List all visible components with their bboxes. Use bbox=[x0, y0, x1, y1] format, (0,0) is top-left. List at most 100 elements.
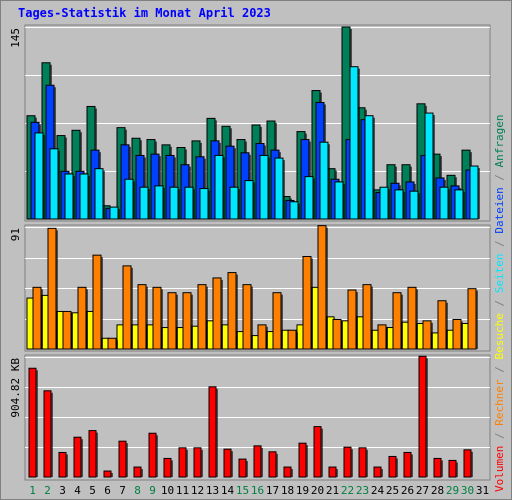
bar-rechner-day-2 bbox=[47, 227, 57, 350]
bar-volumen-day-22 bbox=[343, 446, 352, 478]
x-tick-label: 15 bbox=[236, 484, 249, 497]
bar-seiten-day-21 bbox=[334, 181, 344, 220]
bar-volumen-day-1 bbox=[28, 367, 37, 478]
bar-rechner-day-9 bbox=[152, 286, 162, 350]
bar-volumen-day-28 bbox=[433, 457, 442, 478]
legend-item: Rechner bbox=[493, 379, 506, 426]
bar-rechner-day-8 bbox=[137, 284, 147, 350]
bar-volumen-day-3 bbox=[58, 451, 67, 478]
bar-seiten-day-27 bbox=[424, 112, 434, 220]
bar-volumen-day-25 bbox=[388, 455, 397, 478]
bar-seiten-day-26 bbox=[409, 190, 419, 220]
x-tick-label: 13 bbox=[206, 484, 219, 497]
legend-item: Seiten bbox=[493, 254, 506, 294]
x-tick-label: 31 bbox=[476, 484, 489, 497]
bar-rechner-day-23 bbox=[362, 284, 372, 350]
x-tick-label: 12 bbox=[191, 484, 204, 497]
bar-volumen-day-7 bbox=[118, 440, 127, 478]
bar-volumen-day-8 bbox=[133, 466, 142, 478]
bar-volumen-day-2 bbox=[43, 390, 52, 478]
x-tick-label: 8 bbox=[134, 484, 141, 497]
bar-volumen-day-21 bbox=[328, 466, 337, 478]
legend-item: Dateien bbox=[493, 187, 506, 233]
x-tick-label: 22 bbox=[341, 484, 354, 497]
x-tick-label: 5 bbox=[89, 484, 96, 497]
bar-rechner-day-17 bbox=[272, 292, 282, 350]
side-legend: Volumen / Rechner / Besuche / Seiten / D… bbox=[493, 114, 506, 492]
x-tick-label: 4 bbox=[74, 484, 81, 497]
x-tick-label: 25 bbox=[386, 484, 399, 497]
bar-seiten-day-7 bbox=[124, 178, 134, 220]
bar-rechner-day-3 bbox=[62, 310, 72, 350]
bar-volumen-day-14 bbox=[223, 448, 232, 478]
bar-seiten-day-3 bbox=[64, 173, 74, 220]
bar-seiten-day-25 bbox=[394, 189, 404, 220]
legend-item: Anfragen bbox=[493, 114, 506, 167]
bar-seiten-day-11 bbox=[184, 186, 194, 220]
x-tick-label: 21 bbox=[326, 484, 339, 497]
bar-seiten-day-23 bbox=[364, 115, 374, 220]
bar-seiten-day-10 bbox=[169, 186, 179, 220]
x-tick-label: 1 bbox=[29, 484, 36, 497]
bar-volumen-day-29 bbox=[448, 459, 457, 478]
bar-volumen-day-18 bbox=[283, 466, 292, 478]
bar-rechner-day-26 bbox=[407, 286, 417, 350]
x-tick-label: 16 bbox=[251, 484, 264, 497]
y-max-label: 91 bbox=[9, 228, 22, 241]
bar-seiten-day-16 bbox=[259, 154, 269, 220]
bar-rechner-day-18 bbox=[287, 329, 297, 350]
bar-seiten-day-2 bbox=[49, 148, 59, 220]
bar-volumen-day-6 bbox=[103, 470, 112, 478]
bar-rechner-day-4 bbox=[77, 286, 87, 350]
bar-rechner-day-5 bbox=[92, 254, 102, 350]
x-tick-label: 14 bbox=[221, 484, 235, 497]
bar-seiten-day-1 bbox=[34, 132, 44, 220]
panel-top: 145 bbox=[9, 24, 491, 222]
x-tick-label: 3 bbox=[59, 484, 66, 497]
legend-item: / bbox=[493, 293, 506, 313]
x-tick-label: 30 bbox=[461, 484, 474, 497]
x-tick-label: 2 bbox=[44, 484, 51, 497]
bar-volumen-day-16 bbox=[253, 445, 262, 478]
x-tick-label: 28 bbox=[431, 484, 444, 497]
bar-rechner-day-10 bbox=[167, 292, 177, 350]
bar-rechner-day-30 bbox=[467, 288, 477, 350]
x-tick-label: 10 bbox=[161, 484, 174, 497]
x-tick-label: 20 bbox=[311, 484, 324, 497]
bar-rechner-day-1 bbox=[32, 286, 42, 350]
bar-volumen-day-15 bbox=[238, 458, 247, 478]
legend-item: Volumen bbox=[493, 446, 506, 492]
chart-panels: 145 91 904.82 KB bbox=[9, 24, 491, 481]
series-rechner bbox=[32, 225, 478, 350]
bar-rechner-day-19 bbox=[302, 255, 312, 350]
series-volumen bbox=[28, 355, 473, 478]
x-tick-label: 23 bbox=[356, 484, 369, 497]
series-seiten bbox=[34, 66, 480, 220]
bar-seiten-day-17 bbox=[274, 157, 284, 220]
x-axis-labels: 1 2 3 4 5 6 7 8 9 10 11 12 13 14 15 16 17 18 19 20 21 22 23 24 2… bbox=[29, 484, 489, 497]
bar-rechner-day-20 bbox=[317, 225, 327, 350]
x-tick-label: 18 bbox=[281, 484, 294, 497]
bar-volumen-day-20 bbox=[313, 426, 322, 478]
bar-seiten-day-18 bbox=[289, 201, 299, 220]
x-tick-label: 6 bbox=[104, 484, 111, 497]
legend-item: / bbox=[493, 234, 506, 254]
bar-volumen-day-19 bbox=[298, 442, 307, 478]
x-tick-label: 19 bbox=[296, 484, 309, 497]
x-tick-label: 26 bbox=[401, 484, 414, 497]
bar-volumen-day-12 bbox=[193, 447, 202, 478]
bar-rechner-day-15 bbox=[242, 284, 252, 350]
bar-volumen-day-26 bbox=[403, 451, 412, 478]
x-tick-label: 7 bbox=[119, 484, 126, 497]
bar-volumen-day-5 bbox=[88, 430, 97, 478]
bar-rechner-day-28 bbox=[437, 300, 447, 350]
bar-seiten-day-19 bbox=[304, 176, 314, 220]
bar-seiten-day-15 bbox=[244, 180, 254, 220]
bar-seiten-day-8 bbox=[139, 186, 149, 220]
bar-volumen-day-11 bbox=[178, 447, 187, 478]
bar-seiten-day-13 bbox=[214, 154, 224, 220]
bar-rechner-day-22 bbox=[347, 289, 357, 350]
legend-item: Besuche bbox=[493, 313, 506, 359]
panel-bottom: 904.82 KB bbox=[9, 354, 491, 481]
bar-seiten-day-29 bbox=[454, 189, 464, 220]
